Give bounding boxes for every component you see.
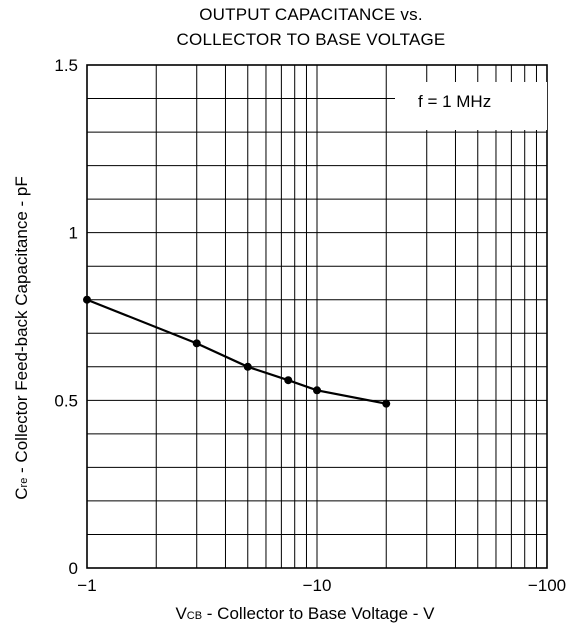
data-point: [243, 362, 252, 371]
data-point: [313, 386, 321, 395]
x-label-prefix: V: [175, 604, 187, 623]
y-tick-label: 0: [69, 559, 78, 578]
data-series: [83, 295, 391, 408]
x-label-subscript: CB: [186, 610, 203, 622]
annotation-box: [395, 82, 547, 130]
y-tick-label: 1: [69, 224, 78, 243]
plot-frame: [86, 64, 548, 569]
grid-lines: [87, 65, 547, 568]
x-tick-label: −1: [77, 576, 96, 595]
x-tick-labels: −1 −10 −100: [77, 576, 566, 595]
x-axis-label: VCB - Collector to Base Voltage - V: [0, 604, 574, 624]
y-tick-label: 0.5: [54, 391, 78, 410]
y-tick-labels: 0 0.5 1 1.5: [54, 56, 78, 578]
data-point: [284, 376, 293, 385]
chart-title-line-1: OUTPUT CAPACITANCE vs.: [199, 5, 423, 24]
frequency-annotation: f = 1 MHz: [418, 92, 492, 111]
x-label-rest: - Collector to Base Voltage - V: [202, 604, 435, 623]
data-point: [192, 339, 201, 348]
data-point: [83, 295, 91, 304]
y-label-subscript: re: [18, 477, 30, 488]
x-tick-label: −100: [528, 576, 566, 595]
y-label-prefix: C: [12, 487, 31, 500]
data-point: [382, 399, 391, 408]
y-tick-label: 1.5: [54, 56, 78, 75]
chart-title-line-2: COLLECTOR TO BASE VOLTAGE: [176, 30, 446, 49]
y-label-rest: - Collector Feed-back Capacitance - pF: [12, 176, 31, 478]
series-line: [86, 298, 387, 405]
x-tick-label: −10: [303, 576, 332, 595]
